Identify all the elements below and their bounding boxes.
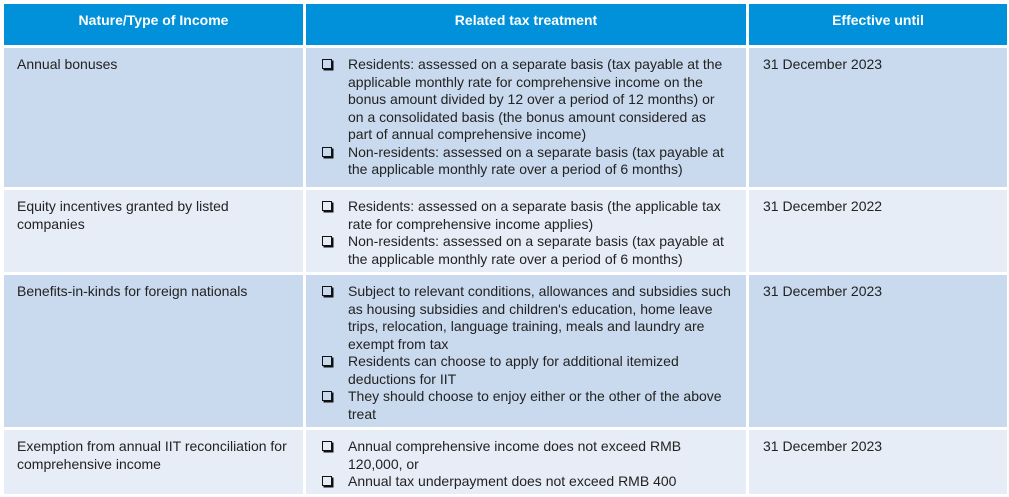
income-type: Equity incentives granted by listed comp… [4, 190, 303, 272]
checkbox-bullet-icon [322, 201, 332, 211]
header-nature-type: Nature/Type of Income [4, 4, 303, 45]
treatment-item: Annual tax underpayment does not exceed … [320, 473, 732, 491]
checkbox-bullet-icon [322, 59, 332, 69]
treatment-text: Residents: assessed on a separate basis … [348, 56, 723, 142]
header-tax-treatment: Related tax treatment [306, 4, 746, 45]
table-row: Annual bonuses Residents: assessed on a … [4, 48, 1007, 187]
checkbox-bullet-icon [322, 441, 332, 451]
checkbox-bullet-icon [322, 236, 332, 246]
treatment-item: Non-residents: assessed on a separate ba… [320, 233, 732, 268]
table-row: Equity incentives granted by listed comp… [4, 190, 1007, 272]
checkbox-bullet-icon [322, 476, 332, 486]
header-row: Nature/Type of Income Related tax treatm… [4, 4, 1007, 45]
treatment-item: They should choose to enjoy either or th… [320, 388, 732, 423]
income-type: Annual bonuses [4, 48, 303, 187]
table-row: Exemption from annual IIT reconciliation… [4, 430, 1007, 494]
checkbox-bullet-icon [322, 286, 332, 296]
effective-date: 31 December 2023 [749, 48, 1007, 187]
treatment-text: Subject to relevant conditions, allowanc… [348, 283, 731, 352]
treatment-item: Non-residents: assessed on a separate ba… [320, 144, 732, 179]
effective-date: 31 December 2023 [749, 430, 1007, 494]
effective-date: 31 December 2023 [749, 275, 1007, 427]
treatment-text: Residents can choose to apply for additi… [348, 353, 679, 387]
checkbox-bullet-icon [322, 356, 332, 366]
treatment-item: Residents: assessed on a separate basis … [320, 56, 732, 144]
treatment-text: Non-residents: assessed on a separate ba… [348, 233, 724, 267]
tax-treatment: Annual comprehensive income does not exc… [306, 430, 746, 494]
tax-treatment: Residents: assessed on a separate basis … [306, 190, 746, 272]
table-row: Benefits-in-kinds for foreign nationals … [4, 275, 1007, 427]
treatment-item: Residents can choose to apply for additi… [320, 353, 732, 388]
tax-treatment: Residents: assessed on a separate basis … [306, 48, 746, 187]
treatment-item: Subject to relevant conditions, allowanc… [320, 283, 732, 353]
header-effective-until: Effective until [749, 4, 1007, 45]
checkbox-bullet-icon [322, 146, 332, 157]
effective-date: 31 December 2022 [749, 190, 1007, 272]
treatment-text: Residents: assessed on a separate basis … [348, 198, 721, 232]
treatment-text: Annual tax underpayment does not exceed … [348, 473, 677, 489]
treatment-text: They should choose to enjoy either or th… [348, 388, 722, 422]
treatment-item: Annual comprehensive income does not exc… [320, 438, 732, 473]
income-type: Exemption from annual IIT reconciliation… [4, 430, 303, 494]
treatment-item: Residents: assessed on a separate basis … [320, 198, 732, 233]
treatment-text: Annual comprehensive income does not exc… [348, 438, 682, 472]
income-type: Benefits-in-kinds for foreign nationals [4, 275, 303, 427]
treatment-text: Non-residents: assessed on a separate ba… [348, 143, 724, 178]
checkbox-bullet-icon [322, 391, 332, 401]
tax-treatment: Subject to relevant conditions, allowanc… [306, 275, 746, 427]
